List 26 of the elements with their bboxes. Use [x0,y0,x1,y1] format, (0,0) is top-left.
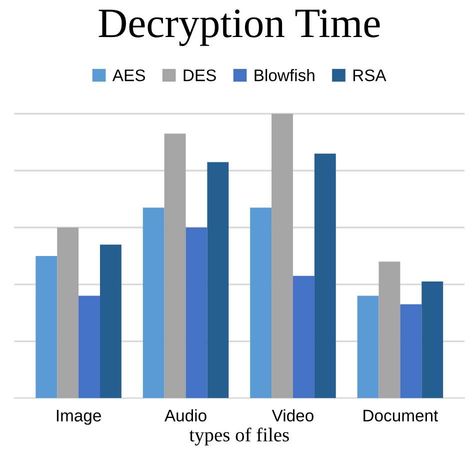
legend-label: DES [184,69,216,82]
bar [142,208,164,398]
bar [400,304,422,398]
bar [314,154,336,398]
chart-title: Decryption Time [98,9,380,46]
bar [100,244,122,398]
bar [422,282,444,398]
bar [164,134,186,398]
x-tick-label: Audio [164,409,206,422]
x-tick-label: Image [56,410,101,425]
bar [378,262,400,398]
bar [357,296,379,398]
bar [292,276,314,398]
bar [250,208,272,398]
bar [57,228,79,398]
bar [272,114,293,398]
bar [207,162,229,398]
bar [36,256,58,398]
legend-label: AES [112,69,145,82]
bar [78,296,100,398]
legend-label: Blowfish [254,69,314,82]
x-axis-title: types of files [189,428,289,446]
x-tick-label: Document [364,410,438,422]
legend-label: RSA [353,69,386,82]
x-tick-label: Video [272,409,314,422]
bar [186,228,208,398]
